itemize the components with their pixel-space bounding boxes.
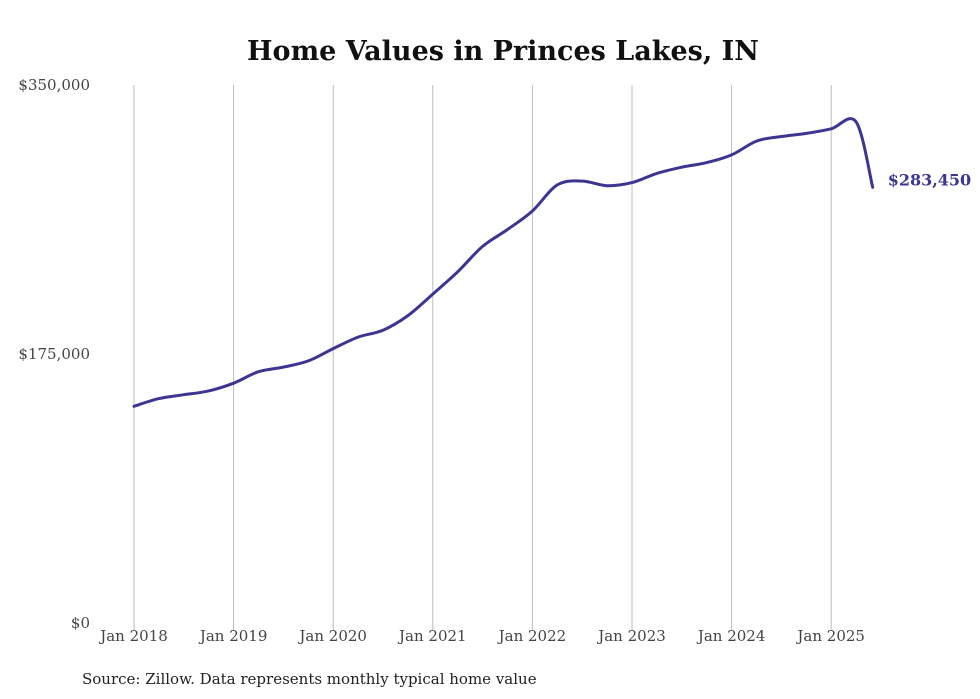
end-value-label: $283,450: [888, 170, 972, 189]
grid-lines: [133, 85, 832, 631]
y-tick-label: $0: [71, 614, 90, 632]
chart-title: Home Values in Princes Lakes, IN: [247, 36, 759, 67]
x-tick-label: Jan 2020: [297, 627, 367, 645]
series-line: [132, 117, 875, 408]
series-layer: [132, 117, 875, 408]
x-axis: Jan 2018 Jan 2019 Jan 2020 Jan 2021 Jan 2022…: [98, 627, 865, 645]
x-tick-label: Jan 2024: [696, 627, 766, 645]
source-note: Source: Zillow. Data represents monthly …: [82, 670, 537, 688]
x-tick-label: Jan 2019: [198, 627, 268, 645]
x-tick-label: Jan 2025: [795, 627, 865, 645]
y-axis: $0 $175,000 $350,000: [18, 76, 90, 632]
x-tick-label: Jan 2022: [497, 627, 567, 645]
x-tick-label: Jan 2021: [397, 627, 467, 645]
y-tick-label: $350,000: [18, 76, 90, 94]
x-tick-label: Jan 2023: [596, 627, 666, 645]
x-tick-label: Jan 2018: [98, 627, 168, 645]
y-tick-label: $175,000: [18, 345, 90, 363]
